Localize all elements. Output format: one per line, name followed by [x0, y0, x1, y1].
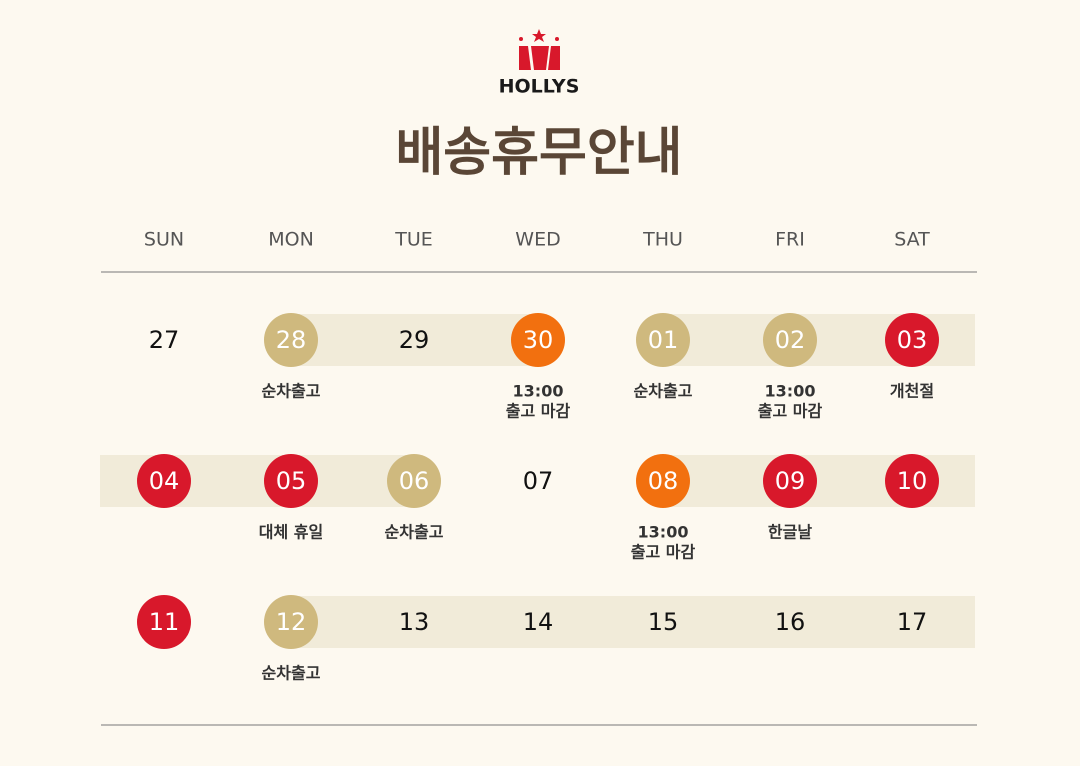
day-number: 03	[897, 326, 928, 354]
title: 배송휴무안내	[395, 123, 682, 183]
day-number: 02	[775, 326, 806, 354]
day-note: 13:00	[513, 382, 564, 401]
day-circle	[511, 313, 565, 367]
weekday: WED	[515, 229, 560, 251]
day-number: 14	[523, 608, 554, 636]
day-number: 07	[523, 467, 554, 495]
day-note: 13:00	[765, 382, 816, 401]
day-note: 순차출고	[262, 382, 321, 401]
day-number: 08	[648, 467, 679, 495]
day-note: 13:00	[638, 523, 689, 542]
day-number: 04	[149, 467, 180, 495]
day-note: 출고 마감	[758, 402, 823, 421]
day-note: 출고 마감	[506, 402, 571, 421]
day-number: 27	[149, 326, 180, 354]
day-note: 한글날	[768, 523, 812, 542]
day-circle	[636, 454, 690, 508]
weekday: FRI	[775, 229, 805, 251]
day-number: 05	[276, 467, 307, 495]
day-number: 30	[523, 326, 554, 354]
day-circle	[636, 313, 690, 367]
brand: HOLLYS	[499, 76, 580, 98]
day-circle	[885, 313, 939, 367]
day-number: 13	[399, 608, 430, 636]
day-number: 17	[897, 608, 928, 636]
day-number: 15	[648, 608, 679, 636]
logo-crown	[519, 29, 560, 70]
weekday: TUE	[394, 229, 433, 251]
day-number: 11	[149, 608, 180, 636]
day-circle	[763, 454, 817, 508]
day-number: 10	[897, 467, 928, 495]
day-note: 대체 휴일	[259, 523, 323, 542]
day-circle	[264, 313, 318, 367]
day-number: 09	[775, 467, 806, 495]
day-circle	[264, 454, 318, 508]
day-circle	[137, 454, 191, 508]
day-number: 16	[775, 608, 806, 636]
day-note: 순차출고	[634, 382, 693, 401]
day-number: 06	[399, 467, 430, 495]
day-circle	[885, 454, 939, 508]
day-note: 순차출고	[385, 523, 444, 542]
weekday: SAT	[894, 229, 930, 251]
weekday: MON	[268, 229, 314, 251]
day-note: 출고 마감	[631, 543, 696, 562]
day-circle	[387, 454, 441, 508]
weekday: SUN	[144, 229, 184, 251]
day-circle	[264, 595, 318, 649]
day-number: 29	[399, 326, 430, 354]
day-note: 개천절	[890, 382, 934, 401]
day-note: 순차출고	[262, 664, 321, 683]
day-circle	[137, 595, 191, 649]
day-number: 01	[648, 326, 679, 354]
day-number: 12	[276, 608, 307, 636]
weekday: THU	[642, 229, 683, 251]
day-number: 28	[276, 326, 307, 354]
day-circle	[763, 313, 817, 367]
